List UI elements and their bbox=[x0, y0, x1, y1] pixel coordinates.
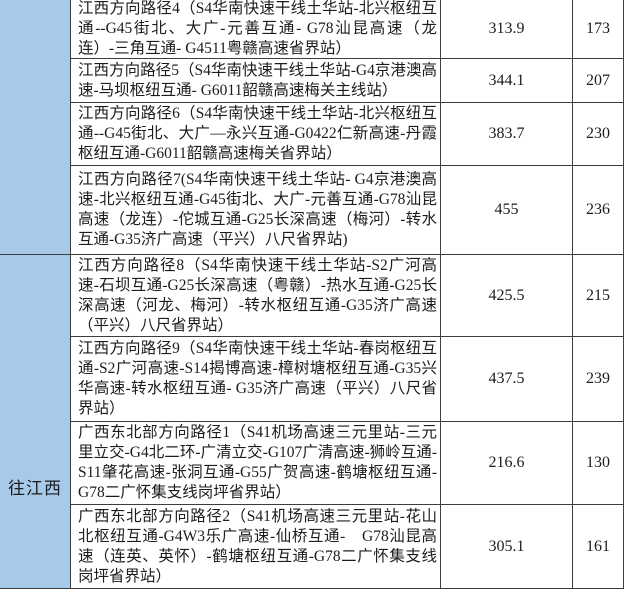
distance-cell: 425.5 bbox=[441, 255, 573, 337]
value-cell: 230 bbox=[573, 103, 624, 166]
distance-cell: 455 bbox=[441, 166, 573, 255]
distance-cell: 437.5 bbox=[441, 337, 573, 422]
route-cell: 江西方向路径9（S4华南快速干线土华站-春岗枢纽互通-S2广河高速-S14揭博高… bbox=[71, 337, 441, 422]
route-text: 江西方向路径8（S4华南快速干线土华站-S2广河高速-石坝互通-G25长深高速（… bbox=[78, 256, 437, 334]
route-cell: 广西东北部方向路径2（S41机场高速三元里站-花山北枢纽互通-G4W3乐广高速-… bbox=[71, 505, 441, 589]
route-text: 江西方向路径9（S4华南快速干线土华站-春岗枢纽互通-S2广河高速-S14揭博高… bbox=[78, 340, 437, 417]
route-cell: 江西方向路径4（S4华南快速干线土华站-北兴枢纽互通--G45街北、大广-元善互… bbox=[71, 0, 441, 59]
value-cell: 173 bbox=[573, 0, 624, 59]
route-text: 广西东北部方向路径2（S41机场高速三元里站-花山北枢纽互通-G4W3乐广高速-… bbox=[78, 507, 437, 585]
value-cell: 207 bbox=[573, 59, 624, 103]
route-text: 江西方向路径5（S4华南快速干线土华站-G4京港澳高速-马坝枢纽互通- G601… bbox=[78, 61, 437, 99]
value-cell: 130 bbox=[573, 422, 624, 505]
value-cell: 161 bbox=[573, 505, 624, 589]
value-cell: 215 bbox=[573, 255, 624, 337]
route-text: 江西方向路径6（S4华南快速干线土华站-北兴枢纽互通--G45街北、大广—永兴互… bbox=[78, 105, 437, 162]
distance-cell: 344.1 bbox=[441, 59, 573, 103]
distance-cell: 216.6 bbox=[441, 422, 573, 505]
route-text: 江西方向路径7(S4华南快速干线土华站- G4京港澳高速-北兴枢纽互通-G45街… bbox=[78, 171, 437, 248]
route-cell: 江西方向路径8（S4华南快速干线土华站-S2广河高速-石坝互通-G25长深高速（… bbox=[71, 255, 441, 337]
route-cell: 江西方向路径6（S4华南快速干线土华站-北兴枢纽互通--G45街北、大广—永兴互… bbox=[71, 103, 441, 166]
route-text: 江西方向路径4（S4华南快速干线土华站-北兴枢纽互通--G45街北、大广-元善互… bbox=[78, 0, 437, 57]
route-cell: 江西方向路径5（S4华南快速干线土华站-G4京港澳高速-马坝枢纽互通- G601… bbox=[71, 59, 441, 103]
distance-cell: 305.1 bbox=[441, 505, 573, 589]
direction-group-label: 往江西 bbox=[8, 479, 62, 498]
distance-cell: 313.9 bbox=[441, 0, 573, 59]
value-cell: 239 bbox=[573, 337, 624, 422]
route-cell: 江西方向路径7(S4华南快速干线土华站- G4京港澳高速-北兴枢纽互通-G45街… bbox=[71, 166, 441, 255]
direction-group-cell-top bbox=[0, 0, 71, 255]
route-text: 广西东北部方向路径1（S41机场高速三元里站-三元里立交-G4北二环-广清立交-… bbox=[78, 424, 437, 501]
route-cell: 广西东北部方向路径1（S41机场高速三元里站-三元里立交-G4北二环-广清立交-… bbox=[71, 422, 441, 505]
direction-group-cell-jiangxi: 往江西 bbox=[0, 255, 71, 589]
distance-cell: 383.7 bbox=[441, 103, 573, 166]
value-cell: 236 bbox=[573, 166, 624, 255]
